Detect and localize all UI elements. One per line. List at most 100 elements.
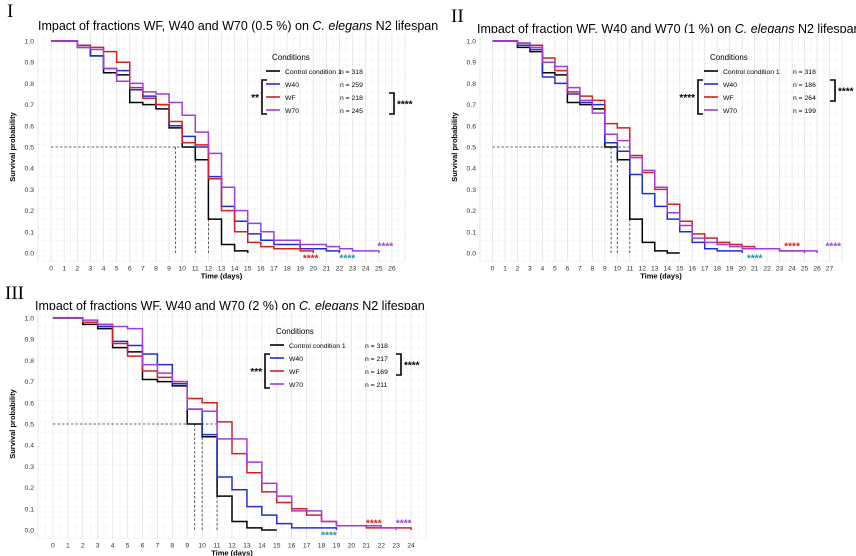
legend-label: W40 xyxy=(289,356,303,363)
x-tick-label: 25 xyxy=(801,265,809,272)
end-significance-stars: **** xyxy=(784,242,800,253)
x-tick-label: 10 xyxy=(178,265,186,272)
x-tick-label: 9 xyxy=(185,542,189,549)
y-tick-label: 0.9 xyxy=(25,337,35,344)
x-tick-label: 13 xyxy=(218,265,226,272)
x-tick-label: 8 xyxy=(154,265,158,272)
significance-stars: **** xyxy=(679,93,695,104)
x-tick-label: 3 xyxy=(89,265,93,272)
y-tick-label: 0.4 xyxy=(467,166,477,173)
x-tick-label: 14 xyxy=(258,542,266,549)
x-tick-label: 24 xyxy=(407,542,415,549)
x-tick-label: 5 xyxy=(126,542,130,549)
significance-stars: ** xyxy=(251,93,259,104)
y-tick-label: 0.9 xyxy=(467,60,477,67)
x-tick-label: 24 xyxy=(788,265,796,272)
x-tick-label: 4 xyxy=(111,542,115,549)
end-significance-stars: **** xyxy=(825,242,841,253)
legend-label: WF xyxy=(289,369,300,376)
x-tick-label: 17 xyxy=(701,265,709,272)
chart-title: Impact of fractions WF, W40 and W70 (2 %… xyxy=(35,299,425,313)
x-tick-label: 2 xyxy=(81,542,85,549)
legend-label: WF xyxy=(723,95,734,102)
y-tick-label: 0.7 xyxy=(25,379,35,386)
legend-count: n = 264 xyxy=(793,95,816,102)
y-tick-label: 0.2 xyxy=(25,208,35,215)
x-tick-label: 12 xyxy=(638,265,646,272)
survival-curve-w40 xyxy=(492,40,743,253)
y-tick-label: 0.1 xyxy=(467,229,477,236)
legend-label: W70 xyxy=(723,108,737,115)
x-tick-label: 11 xyxy=(626,265,633,272)
y-tick-label: 0.9 xyxy=(25,60,35,67)
x-tick-label: 4 xyxy=(541,265,545,272)
x-tick-label: 14 xyxy=(231,265,239,272)
y-axis-label: Survival probability xyxy=(450,111,459,181)
x-tick-label: 22 xyxy=(336,265,344,272)
y-tick-label: 0.2 xyxy=(25,485,35,492)
x-tick-label: 26 xyxy=(388,265,396,272)
significance-bracket xyxy=(697,79,703,115)
y-tick-label: 0.3 xyxy=(25,187,35,194)
legend-title: Conditions xyxy=(710,53,748,62)
survival-curve-w70 xyxy=(492,40,818,253)
y-tick-label: 0.0 xyxy=(25,251,35,258)
end-significance-stars: **** xyxy=(378,242,394,253)
legend-count: n = 259 xyxy=(340,82,363,89)
y-tick-label: 0.7 xyxy=(467,102,477,109)
x-tick-label: 21 xyxy=(363,542,371,549)
x-tick-label: 15 xyxy=(676,265,684,272)
x-tick-label: 15 xyxy=(273,542,281,549)
x-tick-label: 1 xyxy=(66,542,70,549)
legend-count: n = 318 xyxy=(793,69,816,76)
legend: Conditions Control condition 1 n = 318 W40 n… xyxy=(704,53,816,115)
legend-label: Control condition 1 xyxy=(723,69,780,76)
x-tick-label: 19 xyxy=(726,265,734,272)
legend-count: n = 318 xyxy=(340,69,363,76)
y-tick-label: 0.5 xyxy=(467,145,477,152)
survival-curve-w70 xyxy=(52,317,397,530)
significance-bracket xyxy=(264,353,270,389)
x-tick-label: 24 xyxy=(362,265,370,272)
x-tick-label: 23 xyxy=(392,542,400,549)
panel-label: III xyxy=(5,283,24,304)
y-axis-label: Survival probability xyxy=(8,111,17,181)
x-tick-label: 0 xyxy=(51,542,55,549)
y-tick-label: 0.6 xyxy=(25,123,35,130)
end-significance-stars: **** xyxy=(396,519,412,530)
x-tick-label: 13 xyxy=(243,542,251,549)
x-tick-label: 23 xyxy=(776,265,784,272)
x-tick-label: 18 xyxy=(283,265,291,272)
legend-label: Control condition 1 xyxy=(285,69,342,76)
x-tick-label: 9 xyxy=(603,265,607,272)
x-tick-label: 14 xyxy=(663,265,671,272)
significance-stars: **** xyxy=(404,361,420,372)
significance-stars: **** xyxy=(838,87,854,98)
y-tick-label: 1.0 xyxy=(25,316,35,323)
significance-bracket xyxy=(261,79,267,115)
legend-count: n = 211 xyxy=(365,382,388,389)
x-tick-label: 19 xyxy=(296,265,304,272)
x-axis-label: Time (days) xyxy=(201,271,243,280)
x-tick-label: 12 xyxy=(228,542,236,549)
y-tick-label: 0.4 xyxy=(25,166,35,173)
x-tick-label: 2 xyxy=(516,265,520,272)
x-tick-label: 18 xyxy=(713,265,721,272)
legend-label: W40 xyxy=(285,82,299,89)
x-tick-label: 16 xyxy=(288,542,296,549)
legend-label: W40 xyxy=(723,82,737,89)
x-tick-label: 21 xyxy=(323,265,331,272)
x-axis-label: Time (days) xyxy=(640,271,682,280)
x-tick-label: 15 xyxy=(244,265,252,272)
end-significance-stars: **** xyxy=(366,519,382,530)
x-tick-label: 20 xyxy=(348,542,356,549)
legend-count: n = 169 xyxy=(365,369,388,376)
x-tick-label: 25 xyxy=(375,265,383,272)
end-significance-stars: **** xyxy=(340,253,356,264)
significance-bracket xyxy=(830,79,836,102)
x-tick-label: 16 xyxy=(688,265,696,272)
